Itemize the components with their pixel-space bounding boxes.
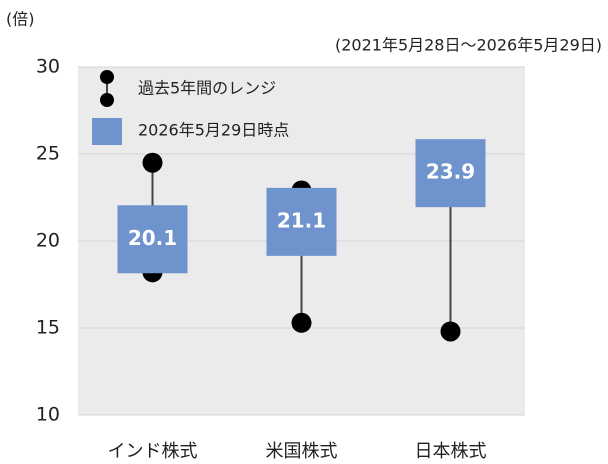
y-tick-label: 10: [36, 404, 60, 426]
legend-range-icon: [100, 70, 114, 84]
value-label: 23.9: [426, 160, 475, 184]
legend-box-icon: [92, 118, 122, 145]
y-tick-label: 30: [36, 56, 60, 78]
y-tick-label: 20: [36, 230, 60, 252]
x-tick-label: 日本株式: [415, 441, 487, 462]
y-axis-label: (倍): [6, 10, 35, 29]
range-high: [142, 152, 163, 173]
value-label: 21.1: [277, 208, 326, 232]
legend-range-icon: [100, 93, 114, 107]
current-box: [266, 187, 337, 256]
y-tick-label: 15: [36, 317, 60, 339]
legend-label: 2026年5月29日時点: [138, 121, 289, 140]
range-low: [291, 312, 312, 333]
range-low: [440, 321, 461, 342]
y-tick-label: 25: [36, 143, 60, 165]
current-box: [415, 139, 486, 208]
subtitle: (2021年5月28日～2026年5月29日): [335, 36, 602, 55]
x-tick-label: インド株式: [108, 441, 198, 462]
value-label: 20.1: [128, 226, 177, 250]
current-box: [117, 205, 188, 274]
x-tick-label: 米国株式: [266, 441, 338, 462]
legend-label: 過去5年間のレンジ: [138, 79, 276, 98]
